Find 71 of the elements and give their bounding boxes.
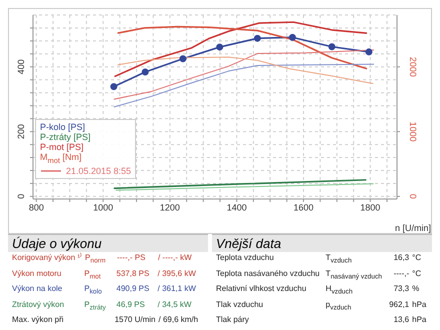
x-tick-label: 1600: [293, 202, 314, 212]
line-series: [113, 49, 374, 100]
text: Výkon motoru: [12, 268, 62, 278]
text: 73,3: [394, 284, 410, 294]
text: Ztrátový výkon: [12, 300, 64, 309]
point: [110, 83, 118, 90]
text: / 395,6 kW: [158, 268, 196, 278]
text: Korigovaný výkon ¹⁾: [12, 253, 82, 262]
text: P-ztráty [PS]: [40, 132, 91, 142]
text: P$_{ztráty}$: [84, 300, 106, 312]
text: %: [412, 284, 420, 294]
y2-tick-label: 1000: [408, 122, 418, 142]
text: 16,3: [394, 253, 410, 262]
x-tick-label: 1200: [160, 202, 180, 212]
text: H$_{vzduch}$: [326, 284, 353, 296]
text: 1570 U/min: [114, 315, 156, 324]
text: 962,1: [389, 300, 410, 309]
line-series: [116, 26, 368, 70]
text: 46,9 PS: [116, 300, 145, 309]
text: / 34,5 kW: [158, 300, 192, 309]
text: Relativní vlhkost vzduchu: [216, 284, 306, 294]
line-series: [116, 56, 374, 84]
text: P$_{mot}$: [84, 268, 101, 280]
text: ----,-: [394, 268, 410, 278]
text: P$_{norm}$: [85, 253, 106, 265]
text: Tlak páry: [216, 315, 249, 324]
text: P$_{kolo}$: [84, 284, 102, 296]
x-tick-label: 1800: [360, 202, 380, 212]
text: Teplota nasávaného vzduchu: [216, 268, 320, 278]
y2-tick-label: 2000: [408, 56, 418, 77]
text: hPa: [412, 300, 426, 309]
point: [254, 34, 261, 42]
text: T$_{nasávaný vzduch}$: [326, 268, 382, 280]
text: Vnější data: [216, 236, 282, 251]
text: P-kolo [PS]: [40, 122, 86, 132]
y-tick-label: 400: [16, 59, 26, 74]
y-tick-label: 200: [16, 124, 26, 140]
text: 490,9 PS: [116, 284, 150, 294]
x-axis-title: n [U/min]: [394, 223, 431, 233]
text: P-mot [PS]: [40, 142, 84, 152]
text: 537,8 PS: [116, 268, 150, 278]
text: / 69,6 km/h: [158, 315, 198, 324]
text: M$_{mot}$ [Nm]: [40, 152, 82, 165]
text: Výkon na kole: [12, 284, 62, 294]
text: 13,6: [394, 315, 410, 324]
text: / ----,- kW: [158, 253, 192, 262]
x-tick-label: 1400: [226, 202, 247, 212]
text: T$_{vzduch}$: [326, 253, 352, 265]
point: [179, 55, 186, 62]
line-series: [113, 64, 374, 108]
point: [142, 68, 149, 76]
text: / 361,1 kW: [158, 284, 196, 294]
point: [288, 34, 296, 41]
text: Tlak vzduchu: [216, 300, 264, 309]
text: °C: [412, 268, 422, 278]
line-series: [114, 21, 368, 78]
text: °C: [412, 253, 422, 262]
legend-label: 21.05.2015 8:55: [66, 166, 132, 176]
text: Údaje o výkonu: [12, 236, 102, 251]
text: hPa: [412, 315, 426, 324]
text: Teplota vzduchu: [216, 253, 274, 262]
y2-tick-label: 0: [408, 194, 418, 199]
x-tick-label: 800: [28, 202, 44, 212]
point: [328, 43, 336, 50]
x-tick-label: 1000: [93, 202, 114, 212]
text: Max. výkon při: [12, 315, 64, 324]
y-tick-label: 0: [16, 194, 26, 199]
point: [365, 48, 372, 56]
text: ----,- PS: [116, 253, 146, 262]
text: p$_{vzduch}$: [326, 300, 352, 312]
point: [216, 44, 224, 51]
